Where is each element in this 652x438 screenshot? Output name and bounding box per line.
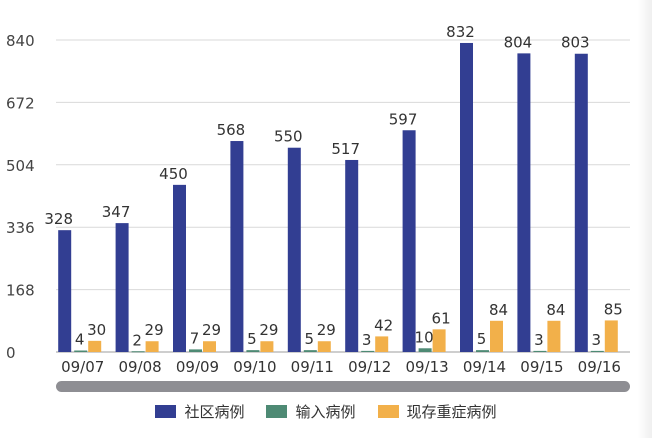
y-tick-label: 840 bbox=[6, 32, 35, 50]
bar-severe bbox=[547, 320, 561, 352]
data-label: 29 bbox=[202, 321, 221, 339]
legend-swatch-severe bbox=[377, 404, 399, 418]
chart-legend: 社区病例 输入病例 现存重症病例 bbox=[0, 396, 652, 426]
data-label: 84 bbox=[489, 301, 508, 319]
legend-label-imported: 输入病例 bbox=[295, 402, 356, 421]
bar-community bbox=[58, 230, 72, 352]
data-label: 347 bbox=[102, 203, 131, 221]
bar-severe bbox=[604, 320, 618, 352]
data-label: 597 bbox=[389, 110, 418, 128]
data-label: 517 bbox=[331, 140, 360, 158]
bar-imported bbox=[131, 351, 145, 353]
data-label: 10 bbox=[415, 328, 434, 346]
legend-swatch-imported bbox=[266, 404, 288, 418]
y-tick-label: 0 bbox=[6, 344, 16, 362]
bar-imported bbox=[74, 350, 88, 352]
data-label: 3 bbox=[362, 331, 372, 349]
horizontal-scrollbar[interactable] bbox=[56, 381, 630, 392]
data-label: 568 bbox=[217, 121, 246, 139]
x-tick-label: 09/08 bbox=[118, 358, 161, 376]
bar-imported bbox=[533, 350, 547, 352]
y-tick-label: 168 bbox=[6, 282, 35, 300]
bar-imported bbox=[246, 350, 260, 352]
data-label: 2 bbox=[132, 331, 142, 349]
bar-community bbox=[460, 42, 473, 352]
bar-community bbox=[287, 147, 301, 352]
data-label: 4 bbox=[75, 331, 85, 349]
x-tick-label: 09/10 bbox=[233, 358, 276, 376]
data-label: 85 bbox=[604, 300, 623, 318]
bar-severe bbox=[203, 341, 216, 352]
legend-item-imported[interactable]: 输入病例 bbox=[266, 401, 356, 422]
bar-imported bbox=[476, 350, 489, 352]
data-label: 3 bbox=[592, 331, 602, 349]
bar-community bbox=[517, 53, 531, 352]
bar-community bbox=[574, 53, 588, 352]
data-label: 5 bbox=[477, 330, 487, 348]
bar-community bbox=[230, 141, 244, 352]
data-label: 450 bbox=[159, 165, 188, 183]
data-label: 804 bbox=[504, 33, 533, 51]
x-tick-label: 09/14 bbox=[463, 358, 506, 376]
data-label: 42 bbox=[374, 316, 393, 334]
bar-severe bbox=[490, 320, 503, 352]
bar-severe bbox=[432, 329, 446, 352]
bar-severe bbox=[88, 340, 102, 352]
bar-community bbox=[402, 130, 416, 352]
bar-severe bbox=[375, 336, 389, 352]
right-edge-shadow bbox=[638, 0, 652, 438]
bar-imported bbox=[590, 350, 604, 352]
data-label: 5 bbox=[305, 330, 315, 348]
data-label: 832 bbox=[446, 23, 475, 41]
bar-community bbox=[115, 223, 129, 352]
data-label: 7 bbox=[190, 329, 200, 347]
x-tick-label: 09/16 bbox=[578, 358, 621, 376]
data-label: 550 bbox=[274, 128, 303, 146]
data-label: 30 bbox=[87, 321, 106, 339]
y-tick-label: 672 bbox=[6, 94, 35, 112]
legend-swatch-community bbox=[155, 404, 177, 418]
data-label: 29 bbox=[145, 321, 164, 339]
y-tick-label: 336 bbox=[6, 219, 35, 237]
bar-imported bbox=[361, 350, 375, 352]
data-label: 328 bbox=[44, 210, 73, 228]
x-tick-label: 09/09 bbox=[176, 358, 219, 376]
x-tick-label: 09/12 bbox=[348, 358, 391, 376]
data-label: 5 bbox=[247, 330, 257, 348]
data-label: 84 bbox=[546, 301, 565, 319]
bar-imported bbox=[303, 350, 317, 352]
bar-severe bbox=[145, 341, 159, 352]
x-tick-label: 09/07 bbox=[61, 358, 104, 376]
x-tick-label: 09/15 bbox=[520, 358, 563, 376]
bar-imported bbox=[189, 349, 202, 352]
data-label: 61 bbox=[432, 309, 451, 327]
bar-community bbox=[173, 184, 186, 352]
legend-label-severe: 现存重症病例 bbox=[406, 402, 497, 421]
x-tick-label: 09/13 bbox=[405, 358, 448, 376]
legend-item-severe[interactable]: 现存重症病例 bbox=[377, 401, 497, 422]
x-tick-label: 09/11 bbox=[291, 358, 334, 376]
data-label: 3 bbox=[534, 331, 544, 349]
y-tick-label: 504 bbox=[6, 157, 35, 175]
bar-community bbox=[345, 159, 359, 352]
data-label: 29 bbox=[317, 321, 336, 339]
bar-severe bbox=[317, 341, 331, 352]
data-label: 803 bbox=[561, 34, 590, 52]
bar-severe bbox=[260, 341, 274, 352]
legend-label-community: 社区病例 bbox=[184, 402, 245, 421]
bar-imported bbox=[418, 348, 432, 352]
data-label: 29 bbox=[259, 321, 278, 339]
legend-item-community[interactable]: 社区病例 bbox=[155, 401, 244, 422]
